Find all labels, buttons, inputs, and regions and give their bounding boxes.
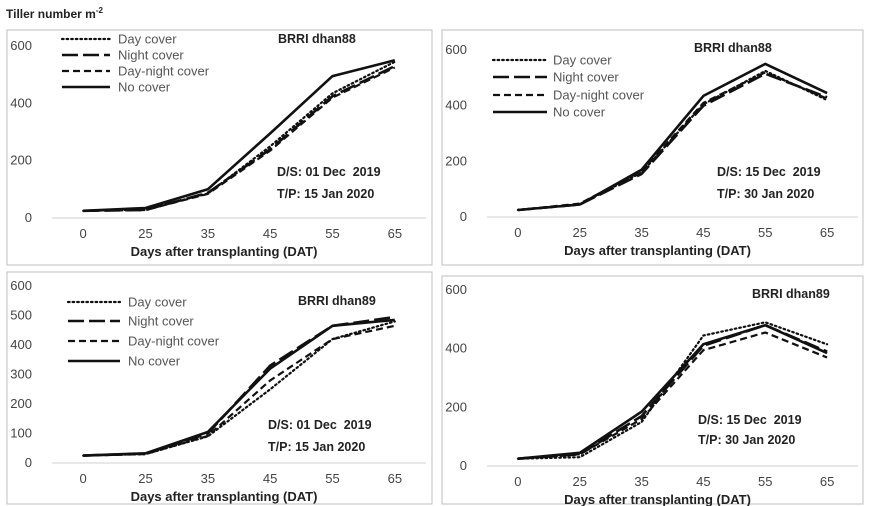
x-tick-label: 45 <box>696 225 710 240</box>
x-tick-label: 0 <box>80 226 87 241</box>
transplant-date-label: T/P: 15 Jan 2020 <box>268 440 365 454</box>
y-tick-label: 200 <box>10 153 32 168</box>
x-tick-label: 25 <box>573 474 587 489</box>
legend-label: Day cover <box>128 295 187 310</box>
panel-frame <box>441 29 864 266</box>
legend-label: Day-night cover <box>128 334 220 349</box>
x-tick-label: 0 <box>514 225 521 240</box>
x-tick-label: 65 <box>388 471 402 486</box>
variety-label: BRRI dhan88 <box>278 32 356 46</box>
x-tick-label: 35 <box>634 474 648 489</box>
y-tick-label: 100 <box>10 426 32 441</box>
legend-label: Night cover <box>553 70 619 85</box>
transplant-date-label: T/P: 30 Jan 2020 <box>717 187 814 201</box>
y-tick-label: 200 <box>445 399 467 414</box>
variety-label: BRRI dhan89 <box>752 287 830 301</box>
x-tick-label: 55 <box>758 474 772 489</box>
x-tick-label: 65 <box>388 226 402 241</box>
transplant-date-label: T/P: 15 Jan 2020 <box>277 187 374 201</box>
x-tick-label: 25 <box>573 225 587 240</box>
y-tick-label: 400 <box>445 98 467 113</box>
y-tick-label: 400 <box>10 337 32 352</box>
x-tick-label: 45 <box>263 226 277 241</box>
x-tick-label: 65 <box>820 474 834 489</box>
variety-label: BRRI dhan89 <box>298 294 376 308</box>
legend-label: Day cover <box>118 32 177 47</box>
series-line-longdash <box>83 64 396 213</box>
panel-frame <box>6 271 433 505</box>
x-tick-label: 55 <box>758 225 772 240</box>
legend: Day cover Night cover Day-night cover No co… <box>66 295 220 369</box>
y-tick-label: 600 <box>445 282 467 297</box>
series-line-solid <box>517 323 828 460</box>
y-tick-label: 600 <box>10 278 32 293</box>
y-tick-label: 600 <box>10 38 32 53</box>
y-tick-label: 200 <box>445 153 467 168</box>
legend-label: Day-night cover <box>553 88 645 103</box>
panel-frame <box>6 29 433 266</box>
x-tick-label: 55 <box>325 471 339 486</box>
x-axis-title: Days after transplanting (DAT) <box>564 492 751 506</box>
y-tick-label: 0 <box>25 455 32 470</box>
y-tick-label: 200 <box>10 396 32 411</box>
chart-panel-top-left: 0 200 400 600 0 25 35 45 55 65 Days after transpla… <box>6 29 433 266</box>
y-tick-label: 400 <box>10 95 32 110</box>
chart-panel-top-right: 0 200 400 600 0 25 35 45 55 65 Days after transpla… <box>441 29 864 266</box>
series-line-solid <box>83 59 396 213</box>
sowing-date-label: D/S: 01 Dec 2019 <box>268 418 372 432</box>
y-axis-label-exponent: -2 <box>95 6 103 15</box>
y-tick-label: 600 <box>445 42 467 57</box>
series-line-solid <box>83 318 395 457</box>
series-line-dashed <box>83 324 396 457</box>
y-tick-label: 0 <box>460 209 467 224</box>
sowing-date-label: D/S: 01 Dec 2019 <box>277 165 381 179</box>
legend-label: Day cover <box>553 53 612 68</box>
panel-frame <box>441 275 864 505</box>
x-axis-title: Days after transplanting (DAT) <box>131 244 318 259</box>
chart-panel-bottom-left: 0 100 200 300 400 500 600 0 25 35 45 55 65 Days after… <box>6 271 433 505</box>
legend-label: No cover <box>118 80 171 95</box>
x-tick-label: 25 <box>138 471 152 486</box>
legend-label: Night cover <box>128 314 194 329</box>
y-tick-label: 0 <box>460 458 467 473</box>
shared-y-axis-label: Tiller number m-2 <box>6 6 103 21</box>
y-tick-label: 500 <box>10 308 32 323</box>
series-line-dashed <box>517 71 828 212</box>
x-tick-label: 35 <box>201 471 215 486</box>
x-tick-label: 45 <box>263 471 277 486</box>
x-tick-label: 35 <box>201 226 215 241</box>
x-tick-label: 55 <box>325 226 339 241</box>
legend-label: No cover <box>128 354 181 369</box>
x-tick-label: 35 <box>634 225 648 240</box>
sowing-date-label: D/S: 15 Dec 2019 <box>698 413 802 427</box>
legend: Day cover Night cover Day-night cover No co… <box>491 53 645 120</box>
y-tick-label: 300 <box>10 367 32 382</box>
legend-label: Day-night cover <box>118 64 210 79</box>
x-tick-label: 25 <box>138 226 152 241</box>
series-line-dashed <box>517 331 828 460</box>
y-tick-label: 0 <box>25 210 32 225</box>
y-tick-label: 400 <box>445 341 467 356</box>
y-axis-label-text: Tiller number m <box>6 7 96 21</box>
x-tick-label: 0 <box>80 471 87 486</box>
x-tick-label: 65 <box>820 225 834 240</box>
chart-panel-bottom-right: 0 200 400 600 0 25 35 45 55 65 Days after transpla… <box>441 275 864 506</box>
sowing-date-label: D/S: 15 Dec 2019 <box>717 165 821 179</box>
x-axis-title: Days after transplanting (DAT) <box>131 489 318 504</box>
variety-label: BRRI dhan88 <box>694 41 772 55</box>
transplant-date-label: T/P: 30 Jan 2020 <box>698 433 795 447</box>
legend-label: Night cover <box>118 48 184 63</box>
series-line-solid <box>517 62 828 212</box>
legend-label: No cover <box>553 105 606 120</box>
x-tick-label: 45 <box>696 474 710 489</box>
x-axis-title: Days after transplanting (DAT) <box>564 243 751 258</box>
x-tick-label: 0 <box>514 474 521 489</box>
